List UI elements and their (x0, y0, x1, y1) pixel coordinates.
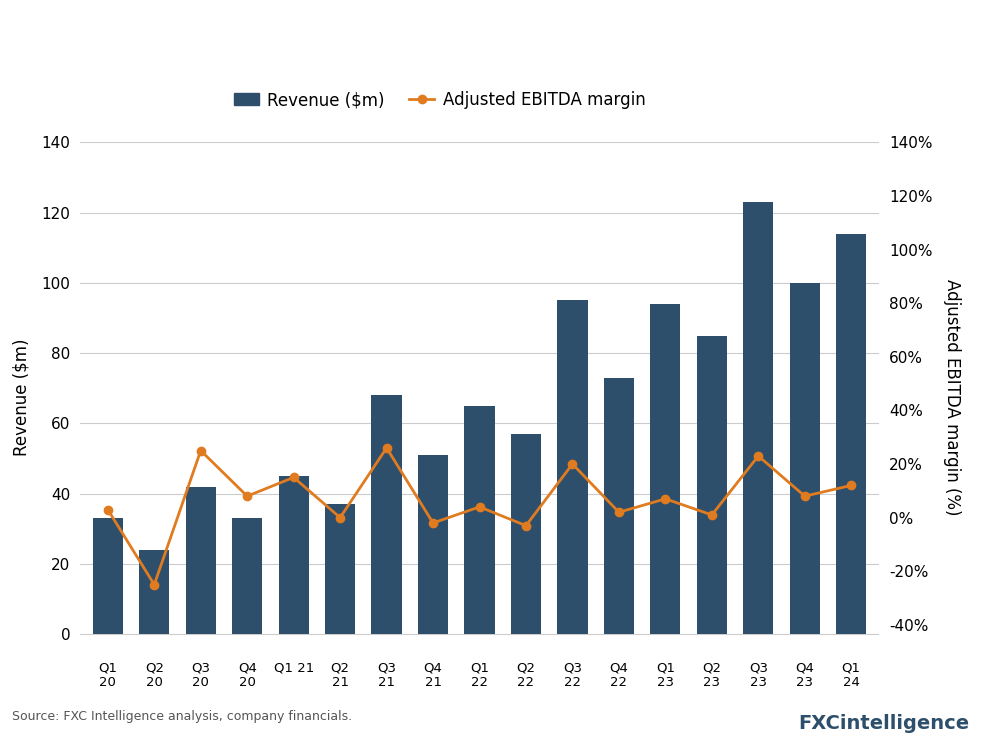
Text: Flywire quarterly revenues and EBITDA margin, 2020-2024: Flywire quarterly revenues and EBITDA ma… (12, 82, 543, 100)
Bar (139, 550, 170, 634)
Bar (372, 395, 402, 634)
Text: Source: FXC Intelligence analysis, company financials.: Source: FXC Intelligence analysis, compa… (12, 710, 352, 723)
Bar (93, 518, 123, 634)
Bar (789, 283, 820, 634)
Bar (232, 518, 263, 634)
Bar (836, 234, 866, 634)
Bar (510, 434, 541, 634)
Bar (603, 377, 634, 634)
Bar (465, 406, 495, 634)
Bar (279, 476, 309, 634)
Y-axis label: Revenue ($m): Revenue ($m) (12, 339, 30, 455)
Bar (743, 202, 773, 634)
Bar (696, 336, 727, 634)
Bar (557, 300, 587, 634)
Bar (650, 304, 680, 634)
Bar (186, 487, 216, 634)
Bar (325, 504, 356, 634)
Legend: Revenue ($m), Adjusted EBITDA margin: Revenue ($m), Adjusted EBITDA margin (227, 85, 652, 116)
Y-axis label: Adjusted EBITDA margin (%): Adjusted EBITDA margin (%) (943, 279, 961, 515)
Text: FXCintelligence: FXCintelligence (798, 714, 969, 733)
Text: Flywire grows revenues and EBITDA margin in Q1 2024: Flywire grows revenues and EBITDA margin… (12, 32, 875, 61)
Bar (418, 455, 449, 634)
